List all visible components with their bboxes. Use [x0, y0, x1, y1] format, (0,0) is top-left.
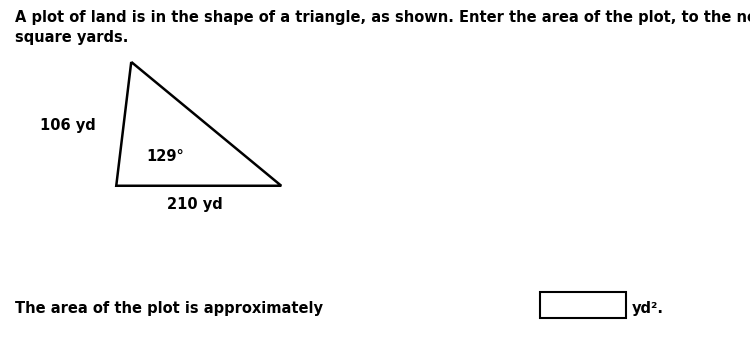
Text: A plot of land is in the shape of a triangle, as shown. Enter the area of the pl: A plot of land is in the shape of a tria…: [15, 10, 750, 45]
Text: The area of the plot is approximately: The area of the plot is approximately: [15, 301, 328, 316]
Text: 210 yd: 210 yd: [167, 197, 223, 212]
Text: 129°: 129°: [146, 149, 184, 164]
Bar: [540, 292, 626, 318]
Text: yd².: yd².: [632, 301, 664, 316]
Text: 106 yd: 106 yd: [40, 118, 95, 133]
